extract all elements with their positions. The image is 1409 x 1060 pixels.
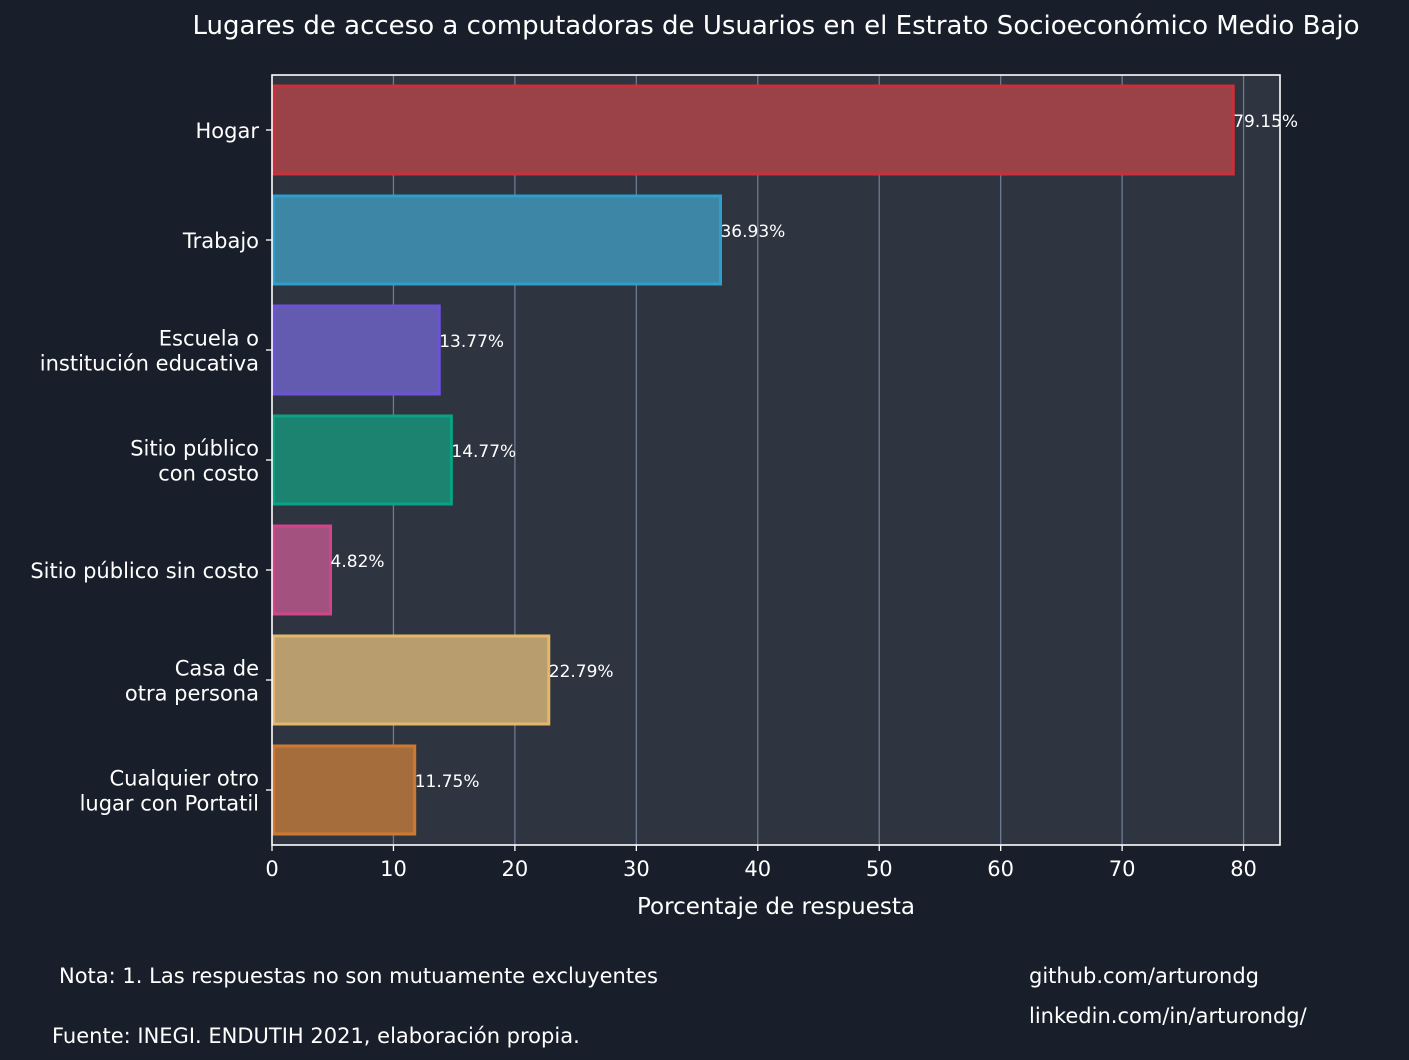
footnote-note: Nota: 1. Las respuestas no son mutuament… — [59, 964, 658, 988]
x-tick-label: 20 — [502, 857, 529, 881]
bar-value-label: 79.15% — [1233, 112, 1298, 132]
bar-value-label: 36.93% — [720, 222, 785, 242]
y-tick-label: con costo — [158, 462, 259, 486]
bar-value-label: 14.77% — [451, 442, 516, 462]
bar — [272, 744, 417, 836]
chart-title: Lugares de acceso a computadoras de Usua… — [193, 11, 1360, 41]
y-tick-label: Hogar — [196, 119, 260, 143]
y-tick-label: otra persona — [125, 682, 259, 706]
y-tick-label: institución educativa — [40, 352, 259, 376]
value-labels: 79.15% 36.93% 13.77% 14.77% 4.82% 22.79% 11.75… — [331, 112, 1299, 792]
x-axis-label: Porcentaje de respuesta — [637, 894, 915, 920]
x-tick-label: 10 — [380, 857, 407, 881]
github-link-text: github.com/arturondg — [1029, 964, 1259, 988]
x-tick-labels: 0 10 20 30 40 50 60 70 80 — [265, 845, 1257, 881]
bar — [272, 304, 441, 396]
bar — [272, 524, 333, 616]
bar-value-label: 11.75% — [415, 772, 480, 792]
x-tick-label: 50 — [866, 857, 893, 881]
y-tick-label: Sitio público — [130, 437, 259, 461]
y-tick-label: lugar con Portatil — [80, 792, 259, 816]
y-tick-label: Trabajo — [182, 229, 259, 253]
y-tick-label: Casa de — [175, 657, 259, 681]
y-tick-label: Escuela o — [159, 327, 259, 351]
bar-value-label: 4.82% — [331, 552, 385, 572]
footnote-source: Fuente: INEGI. ENDUTIH 2021, elaboración… — [52, 1024, 580, 1048]
bar-value-label: 22.79% — [549, 662, 614, 682]
y-tick-label: Cualquier otro — [110, 767, 259, 791]
x-tick-label: 60 — [987, 857, 1014, 881]
x-tick-label: 30 — [623, 857, 650, 881]
y-tick-label: Sitio público sin costo — [30, 559, 259, 583]
x-tick-label: 0 — [265, 857, 278, 881]
bar — [272, 414, 453, 506]
bar — [272, 194, 722, 286]
x-tick-label: 80 — [1230, 857, 1257, 881]
x-tick-label: 40 — [744, 857, 771, 881]
bar — [272, 634, 551, 726]
linkedin-link-text: linkedin.com/in/arturondg/ — [1029, 1004, 1307, 1028]
x-tick-label: 70 — [1109, 857, 1136, 881]
bar-value-label: 13.77% — [439, 332, 504, 352]
bars — [272, 84, 1235, 836]
bar — [272, 84, 1235, 176]
